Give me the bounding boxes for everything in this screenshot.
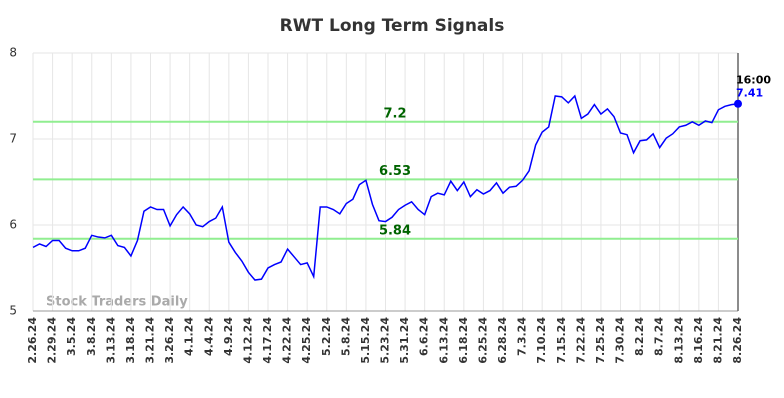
x-tick-label: 8.7.24 — [653, 317, 666, 356]
x-tick-label: 6.25.24 — [476, 317, 489, 364]
y-tick-label: 6 — [9, 218, 17, 232]
x-tick-label: 6.28.24 — [496, 317, 509, 364]
y-tick-label: 7 — [9, 132, 17, 146]
x-tick-label: 7.10.24 — [535, 317, 548, 364]
x-tick-label: 5.8.24 — [339, 317, 352, 356]
signal-label: 7.2 — [383, 106, 406, 121]
signal-label: 6.53 — [379, 164, 411, 179]
x-tick-label: 3.18.24 — [124, 317, 137, 364]
x-tick-label: 8.13.24 — [672, 317, 685, 364]
x-tick-label: 8.2.24 — [633, 317, 646, 356]
x-tick-label: 2.29.24 — [46, 317, 59, 364]
price-line — [32, 94, 739, 281]
x-tick-label: 5.23.24 — [379, 317, 392, 364]
chart-title: RWT Long Term Signals — [280, 16, 505, 36]
x-tick-label: 3.21.24 — [144, 317, 157, 364]
x-tick-label: 7.22.24 — [574, 317, 587, 364]
x-tick-label: 6.13.24 — [437, 317, 450, 364]
x-tick-label: 3.8.24 — [85, 317, 98, 356]
x-tick-label: 8.16.24 — [692, 317, 705, 364]
y-tick-label: 5 — [9, 304, 17, 318]
x-tick-label: 5.2.24 — [320, 317, 333, 356]
x-tick-label: 4.9.24 — [222, 317, 235, 356]
signal-label: 5.84 — [379, 223, 411, 238]
x-tick-label: 6.18.24 — [457, 317, 470, 364]
x-tick-label: 4.25.24 — [300, 317, 313, 364]
x-tick-label: 7.15.24 — [555, 317, 568, 364]
x-tick-label: 5.31.24 — [398, 317, 411, 364]
x-tick-label: 8.21.24 — [711, 317, 724, 364]
x-tick-label: 7.3.24 — [516, 317, 529, 356]
x-tick-label: 7.25.24 — [594, 317, 607, 364]
x-tick-label: 3.5.24 — [65, 317, 78, 356]
last-value: 7.41 — [736, 87, 763, 100]
x-tick-label: 4.17.24 — [261, 317, 274, 364]
watermark: Stock Traders Daily — [46, 295, 188, 310]
last-time: 16:00 — [736, 74, 771, 87]
x-tick-label: 7.30.24 — [614, 317, 627, 364]
x-tick-label: 4.12.24 — [241, 317, 254, 364]
x-tick-label: 6.6.24 — [418, 317, 431, 356]
x-tick-label: 4.4.24 — [202, 317, 215, 356]
x-tick-label: 5.15.24 — [359, 317, 372, 364]
x-tick-label: 8.26.24 — [731, 317, 744, 364]
x-tick-label: 3.13.24 — [104, 317, 117, 364]
x-tick-label: 3.26.24 — [163, 317, 176, 364]
x-tick-label: 2.26.24 — [26, 317, 39, 364]
y-tick-label: 8 — [9, 46, 17, 60]
last-point — [734, 99, 742, 108]
x-tick-label: 4.1.24 — [183, 317, 196, 356]
x-tick-label: 4.22.24 — [281, 317, 294, 364]
